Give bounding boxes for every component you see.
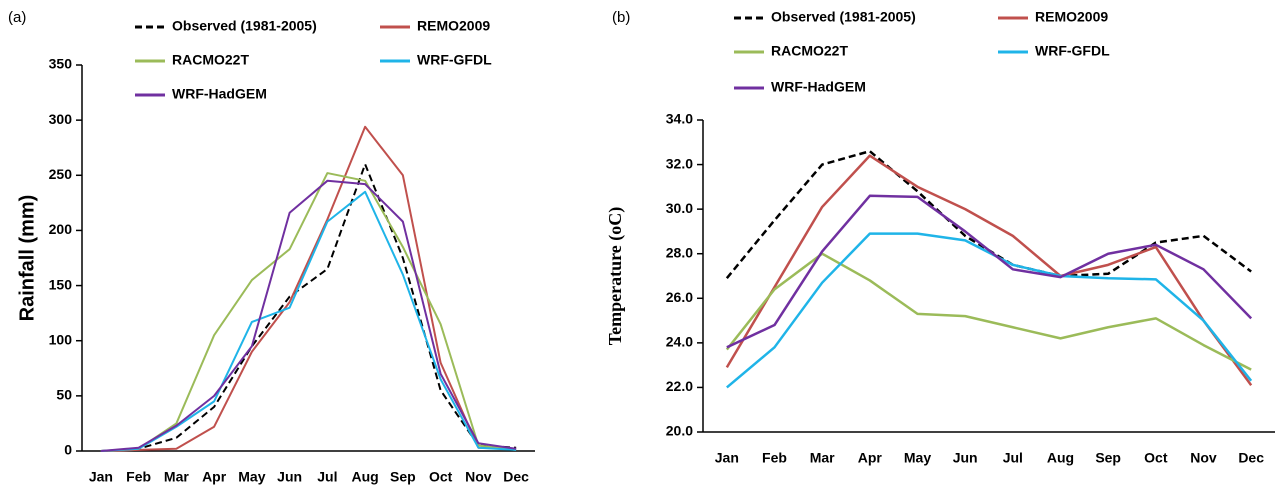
legend-label: RACMO22T (771, 43, 848, 59)
x-tick-label: Jul (317, 469, 337, 485)
series-line (726, 232, 1253, 389)
y-tick-label: 150 (49, 276, 73, 292)
y-tick-label: 22.0 (666, 378, 693, 394)
y-tick-label: 250 (49, 166, 73, 182)
y-tick-label: 30.0 (666, 200, 693, 216)
x-tick-label: Aug (1047, 450, 1074, 466)
series-line (725, 154, 1253, 386)
x-tick-label: Aug (352, 469, 379, 485)
legend-label: Observed (1981-2005) (771, 9, 916, 25)
x-tick-label: Mar (810, 450, 835, 466)
series-line (726, 194, 1253, 349)
x-tick-label: Sep (1095, 450, 1121, 466)
legend-label: WRF-HadGEM (771, 79, 866, 95)
y-axis-title: Rainfall (mm) (16, 195, 38, 322)
y-tick-label: 50 (56, 387, 72, 403)
x-tick-label: Oct (1144, 450, 1168, 466)
x-tick-label: Feb (126, 469, 151, 485)
x-tick-label: Jan (715, 450, 739, 466)
legend-label: Observed (1981-2005) (172, 18, 317, 34)
y-tick-label: 350 (49, 56, 73, 72)
x-tick-label: Jan (89, 469, 113, 485)
x-tick-label: Nov (465, 469, 492, 485)
y-tick-label: 28.0 (666, 244, 693, 260)
series-line (725, 252, 1252, 371)
legend-label: REMO2009 (1035, 9, 1108, 25)
series-line (100, 125, 517, 452)
y-axis-title: Temperature (oC) (605, 207, 626, 345)
x-tick-label: Apr (202, 469, 227, 485)
y-tick-label: 100 (49, 331, 73, 347)
x-tick-label: Mar (164, 469, 189, 485)
y-tick-label: 26.0 (666, 289, 693, 305)
panel-label: (b) (612, 9, 630, 26)
legend-label: WRF-GFDL (1035, 43, 1110, 59)
panel-label: (a) (8, 9, 26, 26)
y-tick-label: 32.0 (666, 155, 693, 171)
y-tick-label: 20.0 (666, 423, 693, 439)
x-tick-label: Jun (953, 450, 978, 466)
series-line (100, 190, 517, 452)
series-line (100, 163, 517, 452)
x-tick-label: Oct (429, 469, 453, 485)
x-tick-label: Sep (390, 469, 416, 485)
y-tick-label: 34.0 (666, 111, 693, 127)
y-tick-label: 300 (49, 111, 73, 127)
x-tick-label: May (904, 450, 931, 466)
legend-label: WRF-GFDL (417, 52, 492, 68)
x-tick-label: Nov (1190, 450, 1217, 466)
series-line (100, 179, 517, 452)
legend-label: RACMO22T (172, 52, 249, 68)
x-tick-label: May (238, 469, 265, 485)
series-line (725, 149, 1252, 280)
x-tick-label: Dec (1238, 450, 1264, 466)
y-tick-label: 200 (49, 221, 73, 237)
x-tick-label: Jul (1003, 450, 1023, 466)
y-tick-label: 0 (64, 442, 72, 458)
x-tick-label: Apr (858, 450, 883, 466)
x-tick-label: Jun (277, 469, 302, 485)
legend-label: REMO2009 (417, 18, 490, 34)
x-tick-label: Dec (503, 469, 529, 485)
series-line (100, 172, 517, 452)
y-tick-label: 24.0 (666, 334, 693, 350)
legend-label: WRF-HadGEM (172, 86, 267, 102)
x-tick-label: Feb (762, 450, 787, 466)
